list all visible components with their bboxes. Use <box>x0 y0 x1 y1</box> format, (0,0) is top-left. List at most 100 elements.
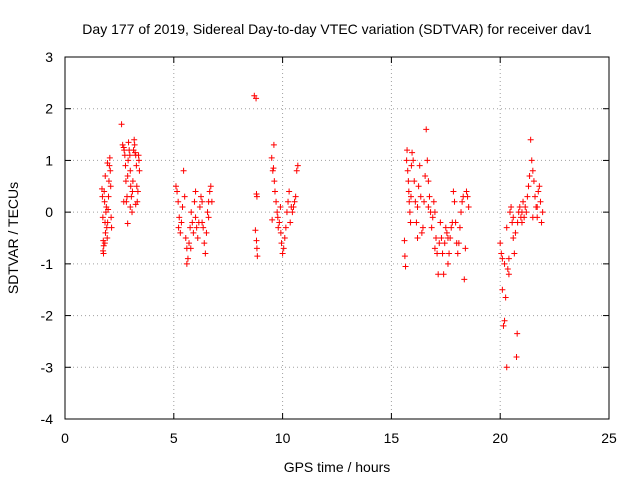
data-point <box>192 214 199 221</box>
data-point <box>101 198 108 205</box>
plot-frame <box>64 56 610 420</box>
data-point <box>456 224 463 231</box>
data-point <box>179 203 186 210</box>
data-point <box>283 209 290 216</box>
data-point <box>516 203 523 210</box>
data-point <box>459 198 466 205</box>
data-point <box>539 209 546 216</box>
data-point <box>120 198 127 205</box>
data-point <box>192 188 199 195</box>
data-point <box>529 167 536 174</box>
data-point <box>401 253 408 260</box>
data-point <box>294 162 301 169</box>
data-point <box>429 214 436 221</box>
data-point <box>454 250 461 257</box>
data-point <box>202 250 209 257</box>
data-point <box>194 235 201 241</box>
data-point <box>503 224 510 231</box>
data-point <box>289 209 296 216</box>
data-point <box>446 250 453 257</box>
data-point <box>287 219 294 226</box>
data-point <box>268 154 275 161</box>
data-point <box>417 193 424 200</box>
data-point <box>418 229 425 236</box>
data-point <box>461 276 468 283</box>
data-point <box>416 162 423 169</box>
data-point <box>196 203 203 210</box>
data-point <box>102 229 109 236</box>
data-point <box>174 188 181 195</box>
data-point <box>421 198 428 205</box>
data-point <box>536 183 543 190</box>
data-point <box>431 209 438 216</box>
data-point <box>121 147 128 154</box>
data-point <box>462 245 469 252</box>
data-point <box>102 172 109 179</box>
data-point <box>523 209 530 216</box>
data-point <box>252 227 259 234</box>
data-point <box>125 139 132 146</box>
data-point <box>529 214 536 221</box>
data-point <box>274 209 281 216</box>
data-point <box>511 250 518 257</box>
data-point <box>107 167 114 174</box>
data-point <box>444 260 451 267</box>
x-tick-label: 0 <box>61 430 69 446</box>
data-point <box>205 214 212 221</box>
data-point <box>451 198 458 205</box>
data-point <box>131 136 138 143</box>
data-point <box>405 178 412 185</box>
data-point <box>439 250 446 257</box>
data-point <box>100 242 107 249</box>
data-point <box>105 193 112 200</box>
data-point <box>290 203 297 210</box>
y-tick-label: -4 <box>41 411 54 427</box>
data-point <box>436 240 443 247</box>
data-point <box>293 167 300 174</box>
y-axis-label: SDTVAR / TECUs <box>5 182 21 294</box>
data-point <box>189 219 196 226</box>
data-point <box>198 193 204 200</box>
data-point <box>463 188 470 195</box>
data-point <box>498 250 505 257</box>
data-point <box>175 224 182 231</box>
data-point <box>107 183 114 190</box>
data-point <box>505 255 512 262</box>
x-axis-label: GPS time / hours <box>284 459 391 475</box>
data-point <box>422 172 429 179</box>
data-point <box>404 167 411 174</box>
data-point <box>280 245 287 252</box>
data-point <box>425 178 432 185</box>
data-point <box>499 255 506 262</box>
data-point <box>412 198 419 205</box>
data-point <box>122 162 129 169</box>
y-tick-label: 1 <box>45 152 53 168</box>
data-point <box>433 235 440 241</box>
data-point <box>119 141 126 148</box>
data-point <box>188 209 195 216</box>
data-point <box>187 224 194 231</box>
data-point <box>447 235 454 241</box>
data-point <box>208 198 215 205</box>
data-point <box>127 203 134 210</box>
data-point <box>127 167 134 174</box>
data-point <box>127 183 134 190</box>
data-point <box>402 263 409 270</box>
data-point <box>106 154 113 161</box>
data-point <box>199 198 206 205</box>
data-point <box>203 229 210 236</box>
data-point <box>100 250 107 257</box>
data-point <box>105 178 112 185</box>
data-point <box>136 167 143 174</box>
data-point <box>269 167 276 174</box>
data-point <box>282 224 289 231</box>
data-point <box>401 237 408 244</box>
data-point <box>131 141 138 148</box>
data-point <box>124 172 131 179</box>
data-point <box>99 193 106 200</box>
data-point <box>124 220 131 227</box>
data-point <box>181 193 188 200</box>
data-point <box>269 216 276 223</box>
data-point <box>405 188 412 195</box>
data-point <box>442 224 449 231</box>
